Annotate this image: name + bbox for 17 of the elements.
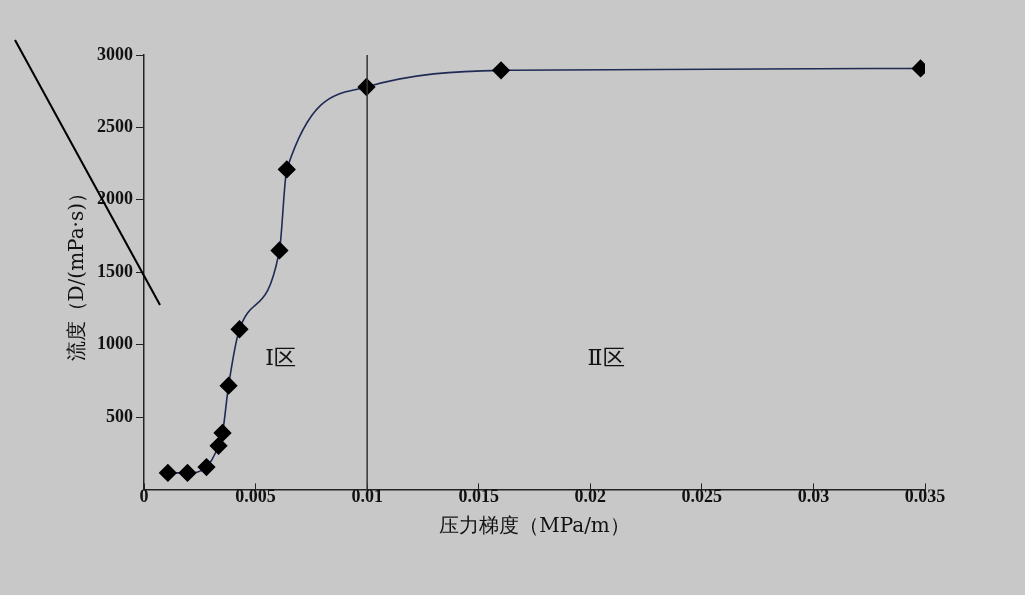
y-tick-label: 1000 <box>97 333 133 354</box>
x-tick-label: 0 <box>139 485 149 506</box>
y-tick-label: 500 <box>106 405 133 426</box>
x-tick-label: 0.005 <box>235 485 276 506</box>
x-tick-label: 0.015 <box>458 485 499 506</box>
x-tick-label: 0.035 <box>904 485 946 506</box>
annotation: Ⅱ区 <box>587 344 625 370</box>
x-tick-label: 0.02 <box>574 485 607 506</box>
x-tick-label: 0.01 <box>351 485 383 506</box>
y-tick-label: 2500 <box>97 116 133 137</box>
x-tick-label: 0.03 <box>797 485 830 506</box>
y-tick-label: 3000 <box>97 43 133 64</box>
y-tick-label: 1500 <box>97 260 133 281</box>
x-tick-label: 0.025 <box>681 485 723 506</box>
annotation: Ⅰ区 <box>265 344 296 370</box>
x-axis-title: 压力梯度（MPa/m） <box>439 513 630 538</box>
y-axis-title: 流度（D/(mPa·s)） <box>64 182 89 362</box>
